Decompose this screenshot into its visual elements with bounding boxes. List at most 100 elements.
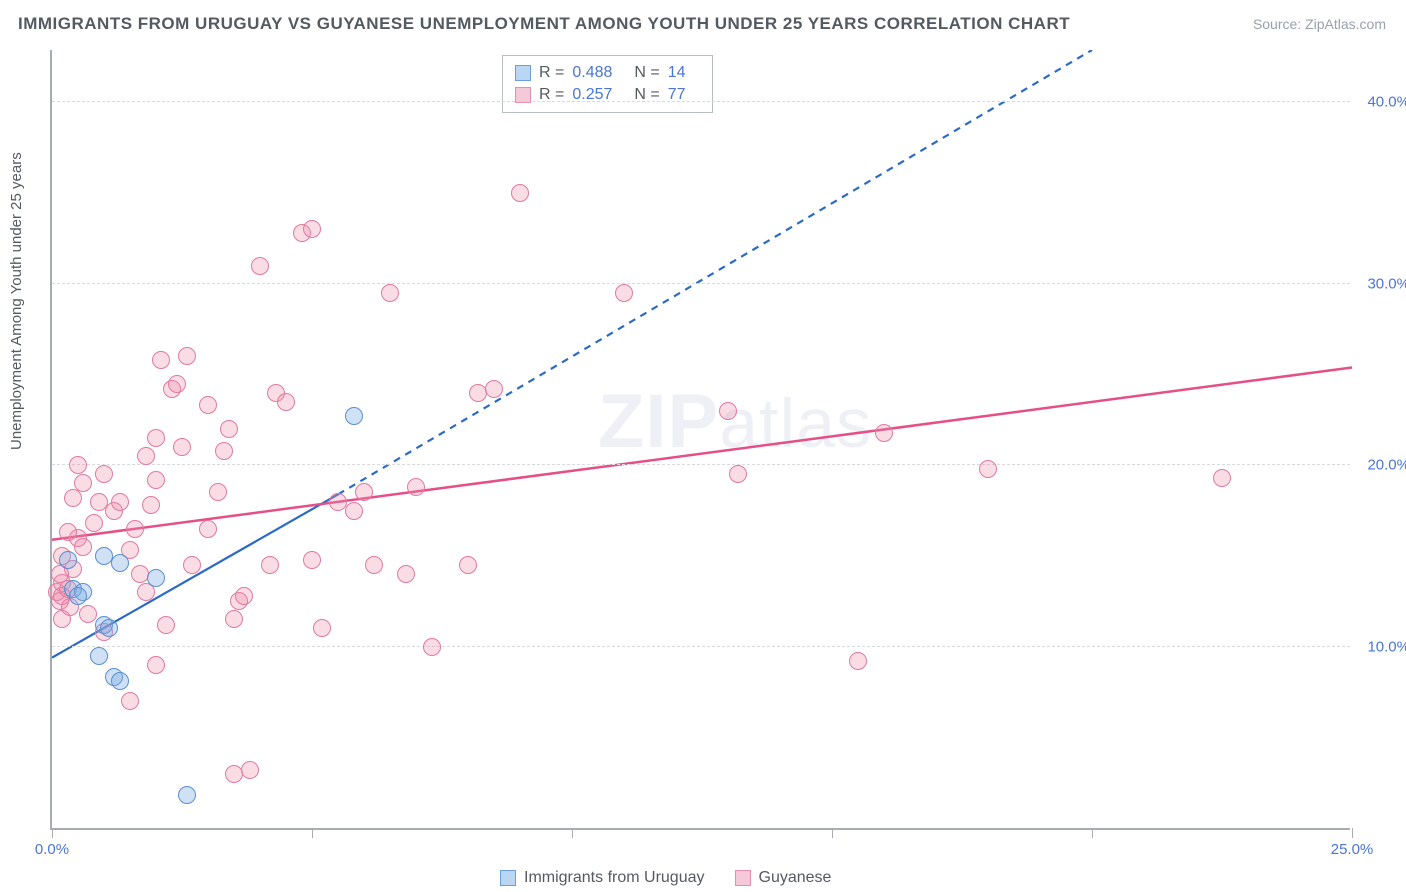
legend-item: Guyanese (735, 869, 832, 887)
data-point (85, 514, 103, 532)
data-point (381, 284, 399, 302)
stats-row: R = 0.488 N = 14 (515, 62, 700, 84)
series-swatch (735, 870, 751, 886)
data-point (365, 556, 383, 574)
data-point (126, 520, 144, 538)
data-point (251, 257, 269, 275)
data-point (719, 402, 737, 420)
bottom-legend: Immigrants from Uruguay Guyanese (500, 869, 831, 887)
data-point (74, 538, 92, 556)
data-point (111, 493, 129, 511)
data-point (225, 765, 243, 783)
y-tick-label: 20.0% (1367, 457, 1406, 474)
data-point (157, 616, 175, 634)
x-tick (832, 828, 833, 838)
data-point (53, 610, 71, 628)
x-tick (572, 828, 573, 838)
data-point (152, 351, 170, 369)
data-point (423, 638, 441, 656)
x-tick-label: 25.0% (1331, 841, 1374, 858)
r-value: 0.488 (572, 64, 612, 82)
data-point (1213, 469, 1231, 487)
data-point (875, 424, 893, 442)
data-point (173, 438, 191, 456)
stats-row: R =0.257N =77 (515, 84, 700, 106)
x-tick (312, 828, 313, 838)
gridline (52, 283, 1350, 284)
data-point (147, 471, 165, 489)
data-point (183, 556, 201, 574)
data-point (111, 672, 129, 690)
data-point (485, 380, 503, 398)
data-point (147, 429, 165, 447)
data-point (178, 347, 196, 365)
data-point (168, 375, 186, 393)
data-point (849, 652, 867, 670)
data-point (397, 565, 415, 583)
data-point (121, 692, 139, 710)
source-attribution: Source: ZipAtlas.com (1253, 16, 1386, 32)
data-point (100, 619, 118, 637)
source-prefix: Source: (1253, 16, 1305, 32)
x-tick (1092, 828, 1093, 838)
y-tick-label: 30.0% (1367, 275, 1406, 292)
series-swatch (515, 65, 531, 81)
data-point (69, 587, 87, 605)
data-point (59, 551, 77, 569)
data-point (95, 465, 113, 483)
y-axis-label: Unemployment Among Youth under 25 years (8, 152, 25, 450)
r-label: R = (539, 64, 564, 82)
data-point (407, 478, 425, 496)
data-point (345, 407, 363, 425)
x-tick-label: 0.0% (35, 841, 69, 858)
data-point (199, 396, 217, 414)
data-point (225, 610, 243, 628)
y-tick-label: 40.0% (1367, 94, 1406, 111)
data-point (209, 483, 227, 501)
x-tick (52, 828, 53, 838)
data-point (511, 184, 529, 202)
data-point (615, 284, 633, 302)
trend-lines (52, 50, 1352, 830)
n-value: 14 (668, 64, 686, 82)
gridline (52, 646, 1350, 647)
legend-label: Guyanese (759, 869, 832, 887)
data-point (137, 447, 155, 465)
data-point (235, 587, 253, 605)
n-label: N = (634, 64, 659, 82)
data-point (277, 393, 295, 411)
data-point (345, 502, 363, 520)
data-point (303, 220, 321, 238)
data-point (199, 520, 217, 538)
data-point (142, 496, 160, 514)
series-swatch (500, 870, 516, 886)
data-point (147, 656, 165, 674)
data-point (979, 460, 997, 478)
data-point (59, 523, 77, 541)
data-point (147, 569, 165, 587)
legend-label: Immigrants from Uruguay (524, 869, 705, 887)
data-point (303, 551, 321, 569)
data-point (313, 619, 331, 637)
data-point (459, 556, 477, 574)
data-point (74, 474, 92, 492)
watermark: ZIPatlas (598, 378, 872, 465)
data-point (261, 556, 279, 574)
x-tick (1352, 828, 1353, 838)
data-point (729, 465, 747, 483)
plot-area: ZIPatlas R =0.488N =14R =0.257N =77 10.0… (50, 50, 1350, 830)
data-point (79, 605, 97, 623)
legend-item: Immigrants from Uruguay (500, 869, 705, 887)
data-point (69, 456, 87, 474)
data-point (178, 786, 196, 804)
data-point (241, 761, 259, 779)
stats-legend-box: R = 0.488 N = 14 R =0.257N =77 (502, 55, 713, 113)
gridline (52, 464, 1350, 465)
data-point (90, 647, 108, 665)
chart-title: IMMIGRANTS FROM URUGUAY VS GUYANESE UNEM… (18, 14, 1070, 34)
y-tick-label: 10.0% (1367, 638, 1406, 655)
data-point (215, 442, 233, 460)
data-point (355, 483, 373, 501)
data-point (220, 420, 238, 438)
source-link[interactable]: ZipAtlas.com (1305, 16, 1386, 32)
